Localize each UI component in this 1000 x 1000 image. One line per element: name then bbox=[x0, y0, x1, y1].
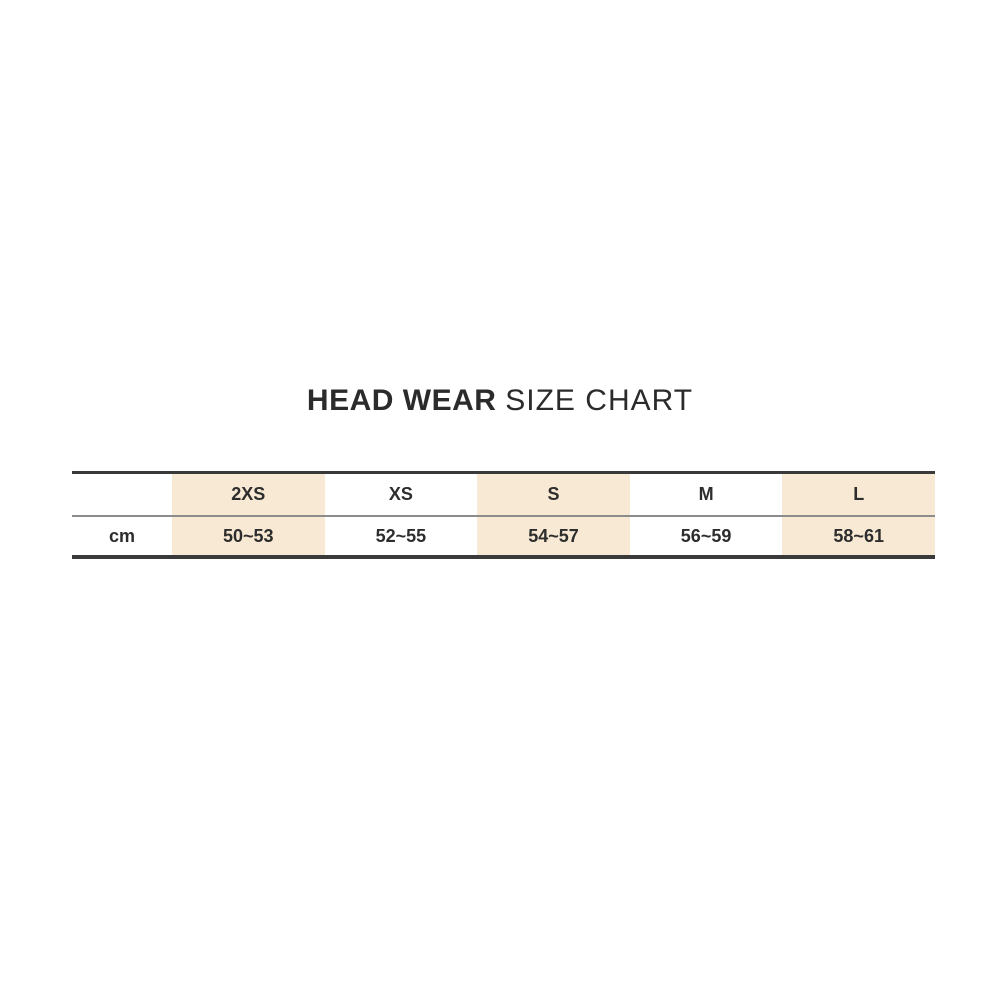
column-header-l: L bbox=[782, 472, 935, 517]
column-header-2xs: 2XS bbox=[172, 472, 325, 517]
cm-value-l: 58~61 bbox=[782, 516, 935, 557]
column-header-xs: XS bbox=[324, 472, 478, 517]
cm-value-m: 56~59 bbox=[680, 525, 732, 546]
size-table-header-row: 2XS XS S M L bbox=[72, 472, 935, 517]
cm-value-2xs: 50~53 bbox=[172, 516, 325, 557]
column-header-m: M bbox=[629, 472, 783, 517]
header-empty-cell bbox=[72, 472, 172, 517]
size-table-cm-row: cm 50~53 52~55 54~57 56~59 58~61 bbox=[72, 516, 935, 557]
page-title-secondary: SIZE CHART bbox=[505, 384, 694, 417]
page-title: HEAD WEAR SIZE CHART bbox=[0, 384, 1000, 418]
page-title-primary: HEAD WEAR bbox=[306, 384, 497, 417]
row-header-cm: cm bbox=[108, 525, 135, 546]
cm-value-xs: 52~55 bbox=[375, 525, 427, 546]
cm-value-s: 54~57 bbox=[477, 516, 630, 557]
size-table: 2XS XS S M L cm 50~53 52~55 54~57 56~59 … bbox=[72, 471, 935, 559]
column-header-s: S bbox=[477, 472, 630, 517]
